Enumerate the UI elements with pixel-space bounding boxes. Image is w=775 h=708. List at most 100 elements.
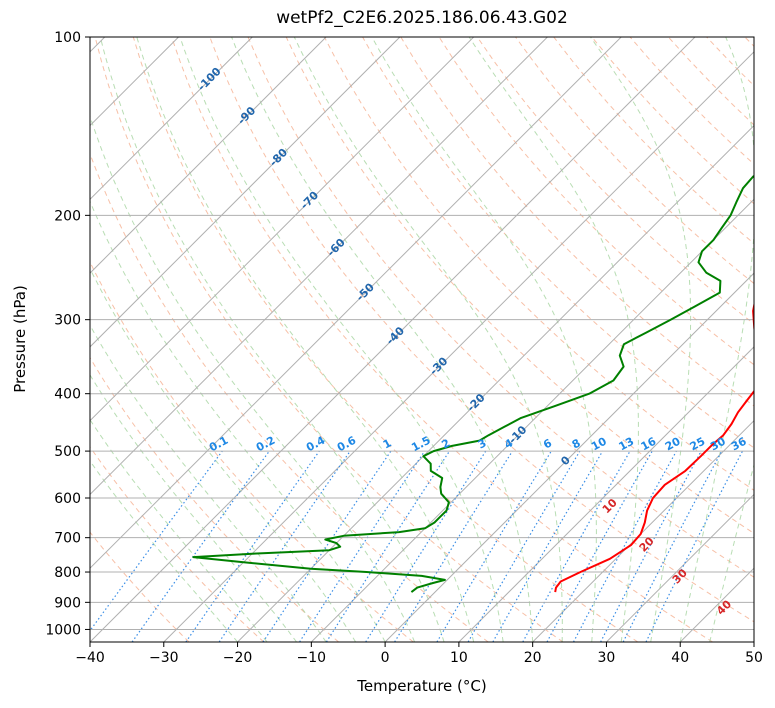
moist-adiabat: [468, 37, 639, 642]
line-labels: 0.1 0.2 0.4 0.6 1 1.5 2 3 4 6 8 10 13 16 20 25 30 36-100-…: [195, 65, 749, 618]
dry-adiabat: [171, 37, 713, 642]
isotherm: [606, 493, 754, 642]
moist-adiabat: [231, 37, 534, 642]
plot-frame: [89, 36, 755, 643]
mixing-ratio-line: [299, 450, 426, 642]
mixing-ratio-line: [90, 450, 223, 632]
moist-adiabat: [90, 324, 327, 642]
moist-adiabat: [90, 114, 416, 642]
isotherm: [679, 567, 754, 642]
isotherm: [90, 37, 327, 274]
x-tick-label: −20: [223, 650, 253, 666]
profiles: [192, 174, 754, 593]
isotherm: [237, 124, 754, 642]
mixing-ratio-label: 3: [476, 436, 489, 451]
isotherm: [384, 272, 754, 642]
mixing-ratio-label: 10: [589, 435, 609, 454]
mixing-ratio-line: [394, 450, 513, 642]
moist-adiabat: [90, 460, 238, 642]
dry-adiabat: [132, 37, 639, 642]
mixing-ratio-label: 16: [639, 435, 659, 454]
y-tick-label: 200: [54, 208, 81, 224]
mixing-ratio-line: [522, 450, 631, 642]
x-tick-label: −40: [75, 650, 105, 666]
mixing-ratio-label: 25: [688, 435, 708, 454]
x-tick-label: −10: [297, 650, 327, 666]
dry-adiabat: [553, 37, 754, 245]
x-tick-label: 0: [381, 650, 390, 666]
dry-adiabat: [629, 37, 754, 165]
moist-adiabat: [90, 267, 357, 642]
mixing-ratio-line: [262, 450, 392, 642]
moist-adiabat: [709, 462, 754, 642]
y-tick-label: 100: [54, 30, 81, 46]
mixing-ratio-label: 8: [570, 436, 583, 451]
background-lines: [0, 37, 754, 642]
dry-adiabat: [209, 37, 754, 623]
moist-adiabat: [90, 418, 268, 642]
isotherm: [90, 37, 401, 348]
y-tick-label: 400: [54, 387, 81, 403]
x-tick-label: 40: [671, 650, 689, 666]
axis-ticks: −40 −30 −20 −10 0 10 20 30 40 50 100 200 300 400 500 60…: [45, 30, 763, 666]
mixing-ratio-label: 1: [381, 436, 394, 451]
x-tick-label: 30: [598, 650, 616, 666]
dry-adiabat: [744, 37, 754, 47]
dry-adiabat: [438, 37, 754, 366]
mixing-ratio-line: [467, 450, 581, 642]
moist-adiabat: [371, 37, 597, 642]
dry-adiabat: [90, 356, 339, 642]
x-tick-label: 50: [745, 650, 763, 666]
moist-adiabat-label: 10: [600, 496, 620, 516]
dry-adiabat: [90, 446, 265, 642]
mixing-ratio-line: [131, 450, 270, 642]
isotherm: [90, 37, 106, 53]
dry-adiabat: [515, 37, 754, 285]
mixing-ratio-label: 13: [617, 435, 637, 454]
isotherm: [532, 419, 754, 642]
mixing-ratio-label: 30: [708, 435, 728, 454]
chart-title: wetPf2_C2E6.2025.186.06.43.G02: [276, 8, 568, 28]
isotherm: [90, 37, 548, 496]
y-tick-label: 1000: [45, 622, 81, 638]
mixing-ratio-line: [645, 450, 744, 642]
dry-adiabat: [247, 37, 754, 578]
dewpoint-line: [192, 174, 754, 593]
x-tick-label: 10: [450, 650, 468, 666]
mixing-ratio-label: 36: [729, 435, 749, 454]
isotherm: [753, 641, 754, 642]
dry-adiabat: [94, 37, 564, 642]
isotherm: [90, 37, 696, 642]
dry-adiabat: [90, 531, 190, 642]
y-tick-label: 500: [54, 444, 81, 460]
isotherm: [90, 37, 179, 127]
moist-adiabat: [90, 373, 297, 642]
mixing-ratio-line: [436, 450, 552, 642]
dry-adiabat: [362, 37, 754, 449]
mixing-ratio-line: [365, 450, 487, 642]
moist-adiabat: [90, 200, 386, 642]
mixing-ratio-line: [325, 450, 450, 642]
moist-adiabat: [99, 37, 445, 642]
x-tick-label: −30: [149, 650, 179, 666]
mixing-ratio-line: [218, 450, 351, 642]
y-tick-label: 800: [54, 565, 81, 581]
dry-adiabat: [591, 37, 754, 205]
isotherm: [90, 37, 253, 201]
y-tick-label: 700: [54, 531, 81, 547]
moist-adiabat: [679, 37, 754, 642]
isotherm: [0, 37, 31, 642]
moist-adiabat: [136, 37, 475, 642]
isotherm: [163, 51, 754, 642]
y-tick-label: 900: [54, 595, 81, 611]
dry-adiabat: [90, 152, 489, 642]
moist-adiabat: [590, 37, 692, 642]
isotherm: [310, 198, 754, 642]
mixing-ratio-line: [546, 450, 653, 642]
x-tick-label: 20: [524, 650, 542, 666]
pressure-gridlines: [90, 37, 754, 630]
mixing-ratio-line: [185, 450, 320, 642]
y-tick-label: 600: [54, 491, 81, 507]
isotherm: [90, 37, 475, 422]
